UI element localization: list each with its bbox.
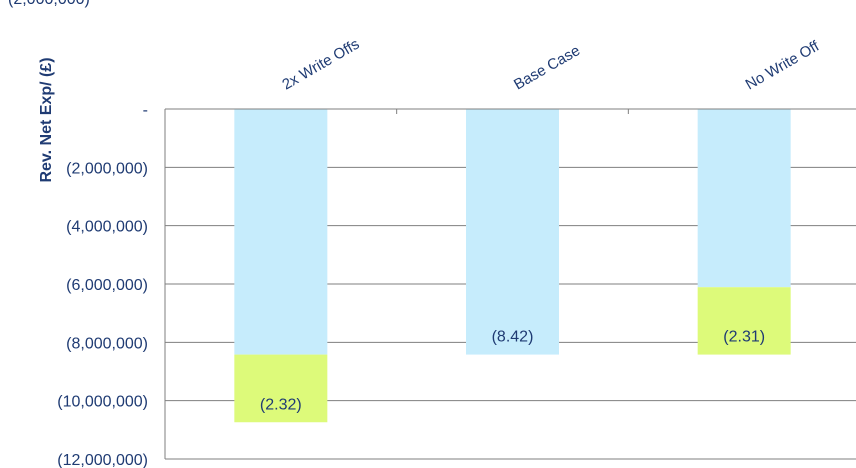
y-tick-label: (6,000,000) <box>66 277 148 294</box>
data-labels: (2.32) (8.42) (2.31) <box>260 329 765 414</box>
bar-segment <box>697 287 791 355</box>
y-top-partial-label: (2,000,000) <box>8 0 90 8</box>
y-tick-labels: - (2,000,000) (4,000,000) (6,000,000) (8,000… <box>57 102 148 468</box>
data-label: (2.31) <box>723 329 765 346</box>
y-tick-label: (10,000,000) <box>57 394 148 411</box>
x-tick-labels: 2x Write Offs Base Case No Write Off <box>279 36 823 94</box>
bar-segment <box>697 109 791 288</box>
y-tick-label: (4,000,000) <box>66 219 148 236</box>
x-tick-label: Base Case <box>511 42 583 93</box>
bar-segment <box>234 109 328 355</box>
y-tick-label: - <box>143 102 148 119</box>
x-tick-label: No Write Off <box>743 37 823 93</box>
data-label: (2.32) <box>260 396 302 413</box>
y-tick-label: (2,000,000) <box>66 160 148 177</box>
bar-segment <box>466 109 559 355</box>
data-label: (8.42) <box>492 329 534 346</box>
x-tick-label: 2x Write Offs <box>279 36 362 94</box>
bars <box>234 109 791 423</box>
y-axis-label: Rev. Net Exp/ (£) <box>38 57 55 182</box>
axes <box>164 108 856 459</box>
y-tick-label: (8,000,000) <box>66 335 148 352</box>
bar-segment <box>234 354 328 423</box>
y-tick-label: (12,000,000) <box>57 452 148 468</box>
